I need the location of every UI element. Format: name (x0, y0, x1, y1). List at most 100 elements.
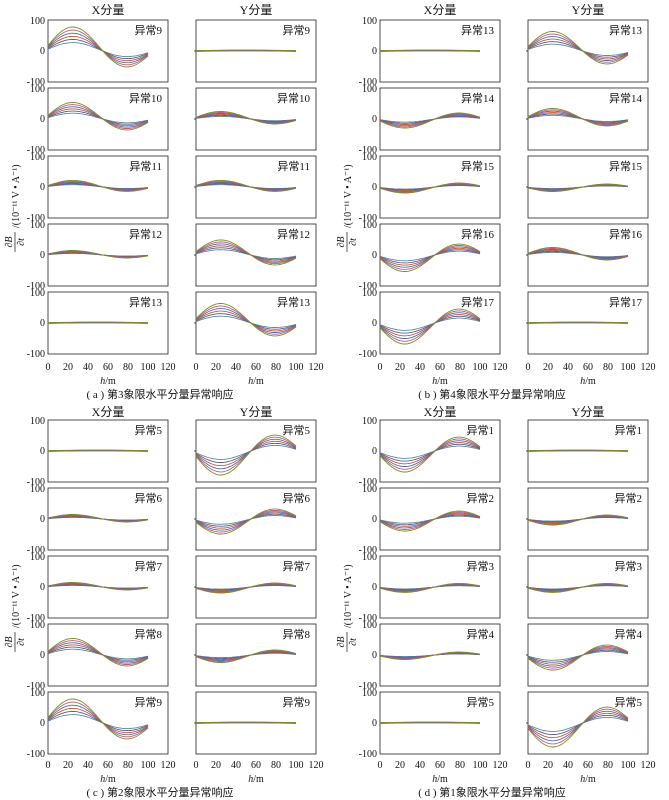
panel-d-r5-y: 异常5 (526, 691, 649, 755)
x-tick-label: 80 (455, 760, 465, 771)
panel-frame (527, 87, 649, 151)
y-axis-unit: /(10⁻¹¹ V • A⁻¹) (343, 564, 354, 628)
x-tick-label: 100 (289, 760, 304, 771)
panel-c-r4-x: 异常8 100 0 -100 (27, 620, 169, 692)
y-tick-label: 100 (30, 288, 45, 299)
x-axis-unit: /m (585, 774, 596, 785)
panel-label: 异常5 (135, 424, 163, 437)
series-line (47, 32, 149, 64)
series-line (379, 440, 481, 467)
series-line (527, 716, 629, 732)
x-tick-label: 80 (271, 760, 281, 771)
series-line (195, 239, 297, 266)
column-header: X分量 (424, 405, 457, 419)
series-line (379, 243, 481, 272)
panel-label: 异常2 (467, 492, 495, 505)
quadrant-b: X分量 Y分量异常131000-100异常13异常141000-100异常14异常… (336, 3, 656, 401)
panel-label: 异常13 (277, 296, 310, 309)
y-tick-label: 0 (40, 114, 45, 125)
y-tick-label: -100 (27, 749, 45, 760)
series-line (47, 638, 149, 667)
quadrant-caption: ( c ) 第2象限水平分量异常响应 (87, 785, 234, 799)
y-tick-label: 0 (372, 46, 377, 57)
series-line (47, 250, 149, 259)
panel-b-r1-y: 异常13 (526, 19, 649, 83)
x-axis-symbol: h (248, 774, 253, 785)
series-line (527, 582, 629, 593)
series-line (379, 442, 481, 465)
y-axis-numerator: ∂B (336, 636, 347, 647)
panel-frame (47, 155, 169, 219)
column-header: Y分量 (572, 3, 605, 17)
panel-c-r2-y: 异常6 (194, 487, 317, 551)
panel-label: 异常17 (461, 296, 494, 309)
panel-a-r1-y: 异常9 (194, 19, 317, 83)
column-header: X分量 (424, 3, 457, 17)
panel-label: 异常16 (461, 228, 494, 241)
series-line (196, 49, 296, 52)
y-tick-label: 100 (362, 484, 377, 495)
panel-a-r5-y: 异常13 (194, 291, 317, 355)
panel-frame (527, 223, 649, 287)
panel-frame (47, 623, 169, 687)
series-line (380, 721, 480, 724)
series-line (47, 698, 149, 740)
x-axis-symbol: h (100, 376, 105, 387)
panel-label: 异常9 (283, 24, 311, 37)
series-line (196, 721, 296, 724)
series-line (527, 712, 629, 739)
series-line (47, 714, 149, 730)
panel-c-r1-x: 异常5 100 0 -100 (27, 416, 169, 488)
y-tick-label: 0 (372, 250, 377, 261)
panel-label: 异常12 (277, 228, 310, 241)
panel-d-r2-y: 异常2 (526, 487, 649, 551)
panel-frame (195, 155, 317, 219)
panel-frame (195, 87, 317, 151)
panel-frame (195, 223, 317, 287)
y-axis-label: ∂B ∂t /(10⁻¹¹ V • A⁻¹) (4, 164, 27, 252)
y-tick-label: 0 (40, 250, 45, 261)
series-line (379, 308, 481, 345)
panel-b-r4-y: 异常16 (526, 223, 649, 287)
series-line (195, 508, 297, 535)
y-tick-label: -100 (359, 349, 377, 360)
panel-label: 异常10 (129, 92, 162, 105)
panel-frame (47, 691, 169, 755)
series-line (47, 35, 149, 62)
x-axis-label: h/m (100, 774, 116, 785)
panel-label: 异常3 (467, 560, 495, 573)
y-tick-label: 0 (40, 46, 45, 57)
y-axis-denominator: ∂t (16, 638, 27, 646)
panel-b-r3-x: 异常15 100 0 -100 (359, 152, 501, 224)
panel-b-r4-x: 异常16 100 0 -100 (359, 220, 501, 292)
series-line (47, 514, 149, 523)
panel-label: 异常8 (135, 628, 163, 641)
series-line (527, 43, 629, 56)
series-line (527, 714, 629, 735)
panel-c-r5-y: 异常9 (194, 691, 317, 755)
panel-frame (195, 291, 317, 355)
panel-frame (379, 87, 501, 151)
series-line (379, 317, 481, 331)
panel-label: 异常1 (615, 424, 643, 437)
x-axis-label: h/m (580, 376, 596, 387)
series-line (380, 49, 480, 52)
y-axis-unit: /(10⁻¹¹ V • A⁻¹) (11, 564, 22, 628)
series-line (379, 182, 481, 194)
series-line (379, 651, 481, 660)
series-line (379, 112, 481, 129)
panel-d-r3-x: 异常3 100 0 -100 (359, 552, 501, 624)
y-tick-label: -100 (359, 681, 377, 692)
y-tick-label: 100 (30, 620, 45, 631)
x-tick-label: 120 (309, 760, 324, 771)
y-axis-label: ∂B ∂t /(10⁻¹¹ V • A⁻¹) (336, 164, 359, 252)
panel-d-r3-y: 异常3 (526, 555, 649, 619)
y-tick-label: 0 (372, 114, 377, 125)
series-line (527, 708, 629, 745)
series-line (47, 42, 149, 58)
x-tick-label: 20 (395, 362, 405, 373)
y-tick-label: 0 (40, 582, 45, 593)
x-tick-label: 40 (563, 760, 573, 771)
quadrant-caption: ( d ) 第1象限水平分量异常响应 (418, 785, 566, 799)
